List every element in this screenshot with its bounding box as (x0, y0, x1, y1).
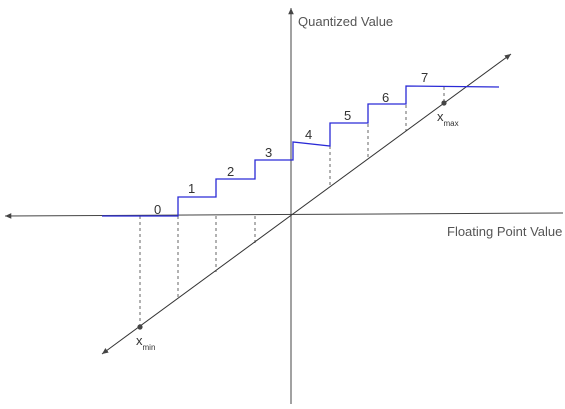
step-label-0: 0 (154, 202, 161, 217)
diagonal-line (101, 53, 512, 355)
x-max-point (441, 100, 447, 106)
x-axis-label: Floating Point Value (447, 224, 562, 239)
x-max-label: xmax (437, 109, 459, 128)
x-max-symbol: x (437, 109, 444, 124)
step-label-4: 4 (305, 127, 312, 142)
step-label-1: 1 (188, 181, 195, 196)
x-min-symbol: x (136, 333, 143, 348)
x-axis (4, 212, 564, 219)
quantization-staircase (102, 85, 500, 217)
step-labels: 0 1 2 3 4 5 6 7 (154, 70, 428, 217)
x-min-point (137, 324, 143, 330)
step-label-6: 6 (382, 90, 389, 105)
x-min-subscript: min (143, 343, 156, 352)
x-max-subscript: max (444, 119, 459, 128)
x-min-label: xmin (136, 333, 155, 352)
dashed-projection-lines (139, 87, 445, 327)
step-label-5: 5 (344, 108, 351, 123)
step-label-7: 7 (421, 70, 428, 85)
step-label-3: 3 (265, 145, 272, 160)
y-axis-label: Quantized Value (298, 14, 393, 29)
step-label-2: 2 (227, 164, 234, 179)
